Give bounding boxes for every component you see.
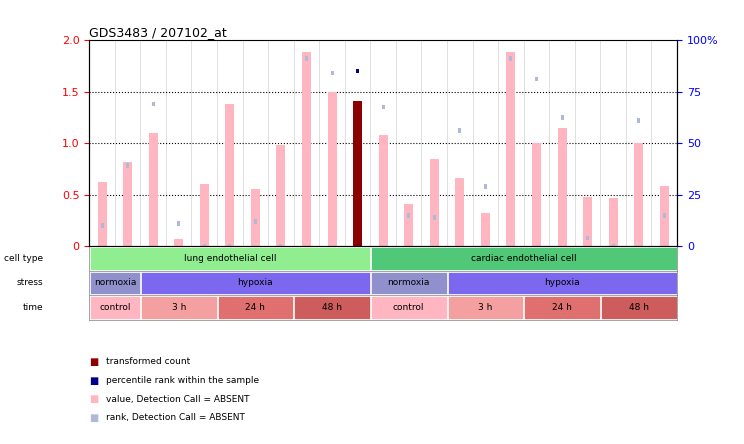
Bar (660, 186, 669, 246)
Bar (535, 77, 538, 81)
Bar (557, 127, 566, 246)
Bar (141, 272, 370, 294)
Text: lung endothelial cell: lung endothelial cell (184, 254, 276, 263)
Bar (601, 296, 676, 319)
Bar (609, 198, 618, 246)
Bar (124, 162, 132, 246)
Text: cardiac endothelial cell: cardiac endothelial cell (471, 254, 577, 263)
Bar (371, 247, 676, 270)
Bar (430, 159, 439, 246)
Bar (149, 133, 158, 246)
Bar (280, 244, 283, 249)
Bar (90, 247, 370, 270)
Text: 3 h: 3 h (478, 303, 493, 312)
Bar (404, 204, 413, 246)
Text: GDS3483 / 207102_at: GDS3483 / 207102_at (89, 26, 227, 39)
Bar (356, 68, 359, 73)
Bar (305, 56, 308, 61)
Bar (525, 296, 600, 319)
Bar (97, 182, 106, 246)
Bar (174, 239, 183, 246)
Bar (634, 143, 643, 246)
Bar (302, 52, 311, 246)
Bar (330, 71, 333, 75)
Bar (371, 272, 446, 294)
Text: 3 h: 3 h (172, 303, 186, 312)
Text: ■: ■ (89, 394, 98, 404)
Bar (532, 143, 541, 246)
Text: value, Detection Call = ABSENT: value, Detection Call = ABSENT (106, 395, 249, 404)
Bar (217, 296, 293, 319)
Text: hypoxia: hypoxia (237, 278, 273, 287)
Bar (458, 128, 461, 133)
Bar (407, 213, 410, 218)
Bar (586, 236, 589, 240)
Bar (327, 91, 336, 246)
Bar (254, 219, 257, 224)
Text: ■: ■ (89, 413, 98, 423)
Bar (448, 296, 523, 319)
Bar (382, 105, 385, 109)
Text: hypoxia: hypoxia (544, 278, 580, 287)
Bar (294, 296, 370, 319)
Text: ■: ■ (89, 357, 98, 367)
Bar (637, 118, 641, 123)
Bar (612, 244, 615, 249)
Text: ■: ■ (89, 376, 98, 385)
Bar (200, 184, 209, 246)
Text: time: time (22, 303, 43, 312)
Bar (90, 272, 140, 294)
Text: transformed count: transformed count (106, 357, 190, 366)
Bar (90, 296, 140, 319)
Text: rank, Detection Call = ABSENT: rank, Detection Call = ABSENT (106, 413, 245, 422)
Bar (448, 272, 676, 294)
Bar (100, 223, 103, 228)
Bar (277, 145, 286, 246)
Bar (484, 184, 487, 189)
Bar (152, 102, 155, 106)
Bar (663, 213, 666, 218)
Text: normoxia: normoxia (388, 278, 430, 287)
Text: 48 h: 48 h (322, 303, 342, 312)
Text: stress: stress (16, 278, 43, 287)
Bar (560, 115, 563, 119)
Bar (433, 215, 436, 220)
Text: 48 h: 48 h (629, 303, 649, 312)
Bar (126, 163, 129, 168)
Text: percentile rank within the sample: percentile rank within the sample (106, 376, 259, 385)
Bar (225, 104, 234, 246)
Bar (507, 52, 516, 246)
Text: normoxia: normoxia (94, 278, 136, 287)
Bar (353, 101, 362, 246)
Bar (455, 178, 464, 246)
Bar (371, 296, 446, 319)
Bar (510, 56, 513, 61)
Bar (203, 244, 206, 249)
Bar (228, 244, 231, 249)
Text: control: control (393, 303, 425, 312)
Bar (141, 296, 217, 319)
Text: 24 h: 24 h (246, 303, 266, 312)
Bar (251, 190, 260, 246)
Text: cell type: cell type (4, 254, 43, 263)
Bar (583, 197, 592, 246)
Bar (481, 213, 490, 246)
Bar (177, 221, 180, 226)
Text: control: control (99, 303, 131, 312)
Bar (379, 135, 388, 246)
Text: 24 h: 24 h (552, 303, 572, 312)
